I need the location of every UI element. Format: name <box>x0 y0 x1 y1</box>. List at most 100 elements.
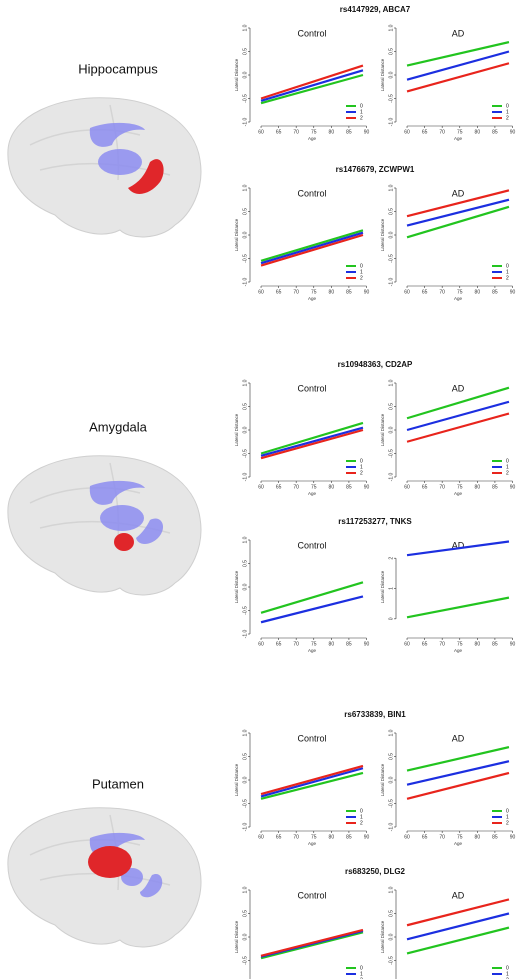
y-tick-label: -1.0 <box>388 472 394 481</box>
panel-title: AD <box>452 28 465 38</box>
x-tick-label: 60 <box>404 834 410 840</box>
series-line <box>407 914 509 940</box>
series-line <box>407 773 509 799</box>
x-tick-label: 65 <box>276 484 282 490</box>
y-tick-label: 0.5 <box>388 753 394 760</box>
snp-title: rs6733839, BIN1 <box>344 710 406 719</box>
x-tick-label: 80 <box>475 129 481 135</box>
y-tick-label: -0.5 <box>388 799 394 808</box>
y-tick-label: -0.5 <box>242 799 248 808</box>
y-tick-label: 1 <box>388 587 394 590</box>
x-axis-label: Age <box>308 491 317 496</box>
series-line <box>407 899 509 925</box>
series-line <box>407 42 509 66</box>
series-line <box>261 930 363 956</box>
x-tick-label: 85 <box>346 289 352 295</box>
y-tick-label: 0.0 <box>388 933 394 940</box>
series-line <box>261 768 363 796</box>
x-tick-label: 85 <box>346 834 352 840</box>
x-tick-label: 90 <box>510 641 516 647</box>
y-tick-label: 0.0 <box>242 426 248 433</box>
y-tick-label: 0 <box>388 617 394 620</box>
x-tick-label: 75 <box>457 129 463 135</box>
series-line <box>261 70 363 101</box>
y-tick-label: 0.5 <box>242 403 248 410</box>
x-tick-label: 70 <box>293 289 299 295</box>
x-tick-label: 80 <box>329 834 335 840</box>
series-line <box>261 932 363 958</box>
x-tick-label: 90 <box>364 834 370 840</box>
series-line <box>407 761 509 785</box>
y-tick-label: 0.0 <box>242 231 248 238</box>
y-tick-label: 1.0 <box>242 729 248 736</box>
y-tick-label: 1.0 <box>242 379 248 386</box>
y-axis-label: Lateral Distance <box>234 413 239 446</box>
x-tick-label: 60 <box>404 641 410 647</box>
x-tick-label: 75 <box>311 484 317 490</box>
x-tick-label: 90 <box>364 289 370 295</box>
series-line <box>407 63 509 91</box>
y-tick-label: 0.0 <box>388 426 394 433</box>
y-tick-label: 0.5 <box>242 910 248 917</box>
x-tick-label: 80 <box>475 484 481 490</box>
x-tick-label: 85 <box>492 484 498 490</box>
series-line <box>261 235 363 266</box>
y-tick-label: -0.5 <box>388 254 394 263</box>
y-tick-label: -0.5 <box>242 956 248 965</box>
y-tick-label: 1.0 <box>388 886 394 893</box>
legend-label: 2 <box>360 470 363 476</box>
x-axis-label: Age <box>308 648 317 653</box>
snp-title: rs4147929, ABCA7 <box>340 5 411 14</box>
series-line <box>407 928 509 954</box>
y-tick-label: 0.0 <box>242 933 248 940</box>
region-label: Hippocampus <box>78 61 158 76</box>
y-axis-label: Lateral Distance <box>234 58 239 91</box>
y-tick-label: 0.0 <box>242 71 248 78</box>
x-tick-label: 70 <box>293 129 299 135</box>
x-tick-label: 75 <box>457 289 463 295</box>
x-axis-label: Age <box>308 136 317 141</box>
x-tick-label: 80 <box>475 641 481 647</box>
legend-label: 2 <box>360 275 363 281</box>
y-axis-label: Lateral Distance <box>380 570 385 603</box>
x-tick-label: 85 <box>492 129 498 135</box>
brain-putamen <box>8 808 201 947</box>
panel-title: Control <box>297 540 326 550</box>
y-tick-label: 2 <box>388 557 394 560</box>
x-tick-label: 90 <box>364 484 370 490</box>
series-line <box>407 414 509 442</box>
y-axis-label: Lateral Distance <box>380 218 385 251</box>
y-tick-label: 0.5 <box>388 208 394 215</box>
y-tick-label: -0.5 <box>388 94 394 103</box>
x-tick-label: 60 <box>258 834 264 840</box>
x-tick-label: 80 <box>329 129 335 135</box>
y-tick-label: 1.0 <box>242 536 248 543</box>
legend-label: 2 <box>506 470 509 476</box>
panel-title: AD <box>452 188 465 198</box>
y-tick-label: 0.0 <box>388 71 394 78</box>
legend-label: 2 <box>506 115 509 121</box>
series-line <box>261 75 363 103</box>
y-tick-label: 0.0 <box>388 231 394 238</box>
x-tick-label: 70 <box>439 484 445 490</box>
snp-title: rs117253277, TNKS <box>338 517 412 526</box>
series-line <box>407 52 509 80</box>
y-tick-label: -1.0 <box>388 117 394 126</box>
y-tick-label: -0.5 <box>242 94 248 103</box>
x-tick-label: 85 <box>492 641 498 647</box>
y-tick-label: -1.0 <box>242 117 248 126</box>
y-tick-label: 1.0 <box>242 24 248 31</box>
y-tick-label: -1.0 <box>242 822 248 831</box>
y-axis-label: Lateral Distance <box>234 218 239 251</box>
series-line <box>407 598 509 618</box>
x-tick-label: 80 <box>329 289 335 295</box>
x-tick-label: 85 <box>346 484 352 490</box>
series-line <box>261 66 363 99</box>
region-label: Amygdala <box>89 419 148 434</box>
snp-title: rs1476679, ZCWPW1 <box>336 165 415 174</box>
legend-label: 2 <box>360 115 363 121</box>
x-axis-label: Age <box>454 841 463 846</box>
panel-title: AD <box>452 383 465 393</box>
series-line <box>261 430 363 458</box>
x-tick-label: 65 <box>422 834 428 840</box>
